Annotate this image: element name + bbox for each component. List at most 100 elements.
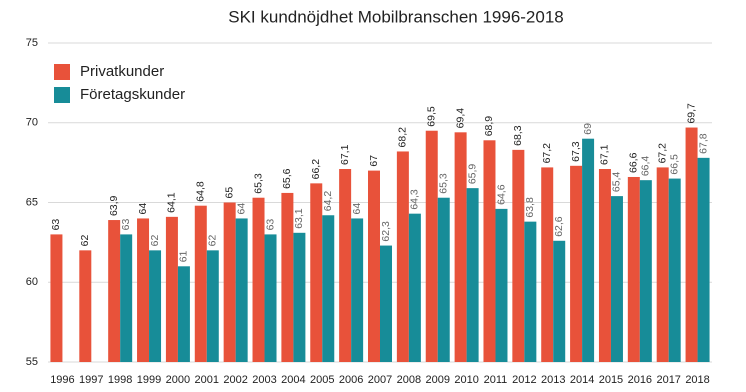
value-label: 64 <box>137 203 149 215</box>
x-tick-label: 2008 <box>397 374 421 386</box>
value-label: 63 <box>50 219 62 231</box>
bar <box>697 157 710 362</box>
y-tick-label: 75 <box>26 37 38 49</box>
value-label: 64,8 <box>195 181 207 202</box>
value-label: 68,2 <box>397 127 409 148</box>
bar <box>206 250 219 362</box>
value-label: 66,4 <box>640 156 652 177</box>
bar <box>483 140 496 362</box>
x-tick-label: 1997 <box>79 374 103 386</box>
bar <box>223 202 236 362</box>
bar <box>570 165 583 362</box>
bar <box>610 196 623 362</box>
value-label: 61 <box>178 250 190 262</box>
x-tick-label: 1999 <box>137 374 161 386</box>
value-label: 62 <box>149 235 161 247</box>
bar <box>627 176 640 362</box>
value-label: 69,4 <box>454 108 466 129</box>
value-label: 67,8 <box>697 133 709 154</box>
value-label: 64 <box>351 203 363 215</box>
x-tick-label: 2005 <box>310 374 334 386</box>
x-tick-label: 2016 <box>628 374 652 386</box>
value-label: 62,3 <box>380 221 392 242</box>
value-label: 67 <box>368 155 380 167</box>
x-tick-label: 2015 <box>599 374 623 386</box>
value-label: 66,6 <box>628 152 640 173</box>
value-label: 64,2 <box>322 191 334 212</box>
bar <box>466 188 479 362</box>
bar <box>264 234 277 362</box>
y-tick-label: 60 <box>26 276 38 288</box>
bar <box>322 215 335 362</box>
bar <box>50 234 63 362</box>
x-tick-label: 2001 <box>195 374 219 386</box>
value-label: 65,4 <box>611 172 623 193</box>
bar <box>656 167 669 362</box>
value-label: 64,3 <box>409 189 421 210</box>
value-label: 64,6 <box>495 184 507 205</box>
value-label: 65,3 <box>252 173 264 194</box>
bar <box>495 208 508 362</box>
bar <box>454 132 467 362</box>
bar <box>177 266 190 362</box>
value-label: 69,7 <box>685 103 697 124</box>
value-label: 63,1 <box>293 208 305 229</box>
legend-swatch <box>54 87 70 103</box>
bar <box>368 170 380 362</box>
bar <box>194 205 207 362</box>
bar <box>553 240 566 362</box>
value-label: 64,1 <box>166 192 178 213</box>
value-label: 69,5 <box>426 106 438 127</box>
value-label: 63 <box>120 219 132 231</box>
value-label: 62 <box>79 235 91 247</box>
bar <box>396 151 409 362</box>
value-label: 65 <box>223 187 235 199</box>
bar <box>281 192 294 362</box>
value-label: 67,2 <box>656 143 668 164</box>
bar <box>339 169 352 362</box>
bar <box>310 183 323 362</box>
y-tick-label: 55 <box>26 356 38 368</box>
x-tick-label: 1996 <box>50 374 74 386</box>
bar <box>524 221 537 362</box>
value-label: 62 <box>207 235 219 247</box>
x-tick-label: 2014 <box>570 374 594 386</box>
bar <box>541 167 554 362</box>
x-tick-label: 2006 <box>339 374 363 386</box>
bar <box>685 127 698 362</box>
bar <box>165 216 178 362</box>
bar <box>293 232 306 362</box>
bar <box>408 213 421 362</box>
legend-swatch <box>54 64 70 80</box>
x-tick-label: 2002 <box>223 374 247 386</box>
bar <box>582 138 595 362</box>
bar <box>252 197 265 362</box>
x-tick-label: 2009 <box>425 374 449 386</box>
x-tick-label: 2013 <box>541 374 565 386</box>
bar <box>639 180 652 362</box>
value-label: 65,6 <box>281 168 293 189</box>
bar <box>120 234 133 362</box>
value-label: 63 <box>264 219 276 231</box>
x-tick-label: 2007 <box>368 374 392 386</box>
x-tick-label: 2012 <box>512 374 536 386</box>
y-tick-label: 70 <box>26 117 38 129</box>
chart-title: SKI kundnöjdhet Mobilbranschen 1996-2018 <box>228 7 564 26</box>
bar <box>137 218 150 362</box>
y-tick-label: 65 <box>26 196 38 208</box>
bar <box>598 169 611 362</box>
value-label: 68,3 <box>512 125 524 146</box>
x-tick-label: 2010 <box>454 374 478 386</box>
value-label: 65,9 <box>466 164 478 185</box>
value-label: 66,2 <box>310 159 322 180</box>
x-tick-label: 2011 <box>484 374 508 386</box>
bar <box>425 130 438 362</box>
value-label: 67,1 <box>339 144 351 165</box>
legend-label: Privatkunder <box>80 63 164 80</box>
bar <box>380 245 392 362</box>
bar <box>149 250 162 362</box>
value-label: 67,1 <box>599 144 611 165</box>
value-label: 68,9 <box>483 116 495 137</box>
